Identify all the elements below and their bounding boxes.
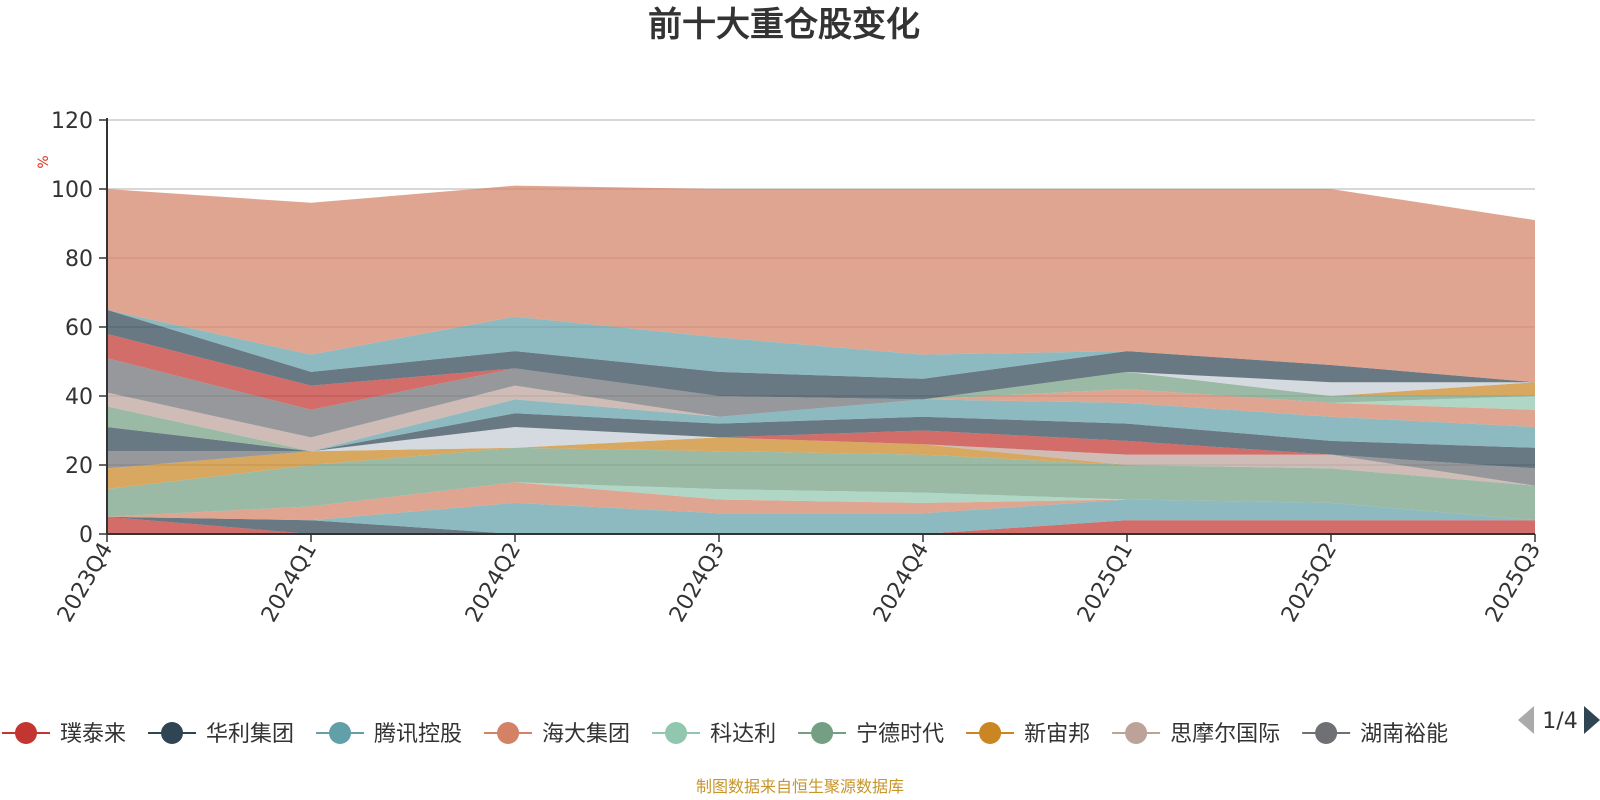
- legend-marker-icon: [497, 722, 520, 744]
- chart-title: 前十大重仓股变化: [648, 5, 920, 45]
- legend-item-新宙邦[interactable]: 新宙邦: [966, 722, 1090, 747]
- y-tick-label: 60: [65, 316, 93, 341]
- x-tick-label: 2024Q2: [461, 539, 526, 627]
- legend-item-华利集团[interactable]: 华利集团: [148, 722, 294, 747]
- legend-item-湖南裕能[interactable]: 湖南裕能: [1302, 722, 1448, 747]
- area-璞泰来: [107, 516, 1535, 534]
- y-axis-unit: %: [36, 155, 52, 168]
- legend-marker-icon: [1125, 722, 1148, 744]
- legend-item-腾讯控股[interactable]: 腾讯控股: [316, 722, 462, 747]
- legend-label: 科达利: [710, 722, 776, 747]
- legend-marker-icon: [811, 722, 834, 744]
- area-宁德时代: [107, 447, 1535, 521]
- legend-page-indicator: 1/4: [1542, 709, 1577, 734]
- x-tick-label: 2024Q4: [869, 539, 934, 627]
- area-思摩尔国际: [107, 437, 1535, 486]
- area-湖南裕能B: [107, 358, 1535, 438]
- legend-item-海大集团[interactable]: 海大集团: [484, 722, 630, 747]
- legend-next-icon[interactable]: [1584, 706, 1600, 734]
- x-tick-label: 2024Q3: [665, 539, 730, 627]
- legend-marker-icon: [329, 722, 352, 744]
- x-tick-label: 2024Q1: [257, 539, 322, 627]
- x-tick-label: 2023Q4: [53, 539, 118, 627]
- legend: 璞泰来 华利集团 腾讯控股 海大集团 科达利 宁德时代 新宙邦 思摩尔国际 湖南裕能: [2, 722, 1448, 747]
- legend-label: 华利集团: [206, 722, 294, 747]
- legend-marker-icon: [1315, 722, 1338, 744]
- legend-label: 海大集团: [542, 722, 630, 747]
- legend-label: 新宙邦: [1024, 722, 1090, 747]
- legend-item-宁德时代[interactable]: 宁德时代: [798, 722, 944, 747]
- legend-pager: 1/4: [1518, 706, 1600, 734]
- area-华利集团C: [107, 309, 1535, 400]
- legend-marker-icon: [979, 722, 1002, 744]
- legend-label: 湖南裕能: [1360, 722, 1448, 747]
- legend-item-科达利[interactable]: 科达利: [652, 722, 776, 747]
- y-tick-label: 20: [65, 454, 93, 479]
- legend-label: 思摩尔国际: [1170, 722, 1280, 747]
- y-tick-label: 100: [51, 178, 93, 203]
- y-tick-label: 120: [51, 109, 93, 134]
- legend-marker-icon: [161, 722, 184, 744]
- area-腾讯控股: [107, 499, 1535, 534]
- legend-item-思摩尔国际[interactable]: 思摩尔国际: [1112, 722, 1280, 747]
- legend-label: 宁德时代: [856, 722, 944, 747]
- area-海大集团: [107, 482, 1535, 521]
- area-宁德时代B: [107, 371, 1535, 452]
- y-tick-label: 40: [65, 385, 93, 410]
- area-其他: [107, 185, 1535, 383]
- area-新宙邦: [107, 437, 1535, 490]
- area-腾讯控股B: [107, 399, 1535, 452]
- area-宁德时代C: [107, 358, 1535, 410]
- x-tick-label: 2025Q3: [1481, 539, 1546, 627]
- area-series-group: [107, 185, 1535, 534]
- area-宁德时代A: [107, 427, 1535, 469]
- legend-item-璞泰来[interactable]: 璞泰来: [2, 722, 126, 747]
- legend-prev-icon[interactable]: [1518, 706, 1534, 734]
- area-璞泰来B: [107, 427, 1535, 469]
- y-tick-label: 80: [65, 247, 93, 272]
- x-tick-label: 2025Q1: [1073, 539, 1138, 627]
- data-source-note: 制图数据来自恒生聚源数据库: [696, 777, 904, 796]
- y-tick-label: 0: [79, 523, 93, 548]
- x-tick-label: 2025Q2: [1277, 539, 1342, 627]
- legend-label: 腾讯控股: [374, 722, 462, 747]
- legend-label: 璞泰来: [60, 722, 126, 747]
- area-海大集团B: [107, 389, 1535, 452]
- legend-marker-icon: [665, 722, 688, 744]
- area-华利集团B: [107, 413, 1535, 469]
- legend-marker-icon: [15, 722, 37, 744]
